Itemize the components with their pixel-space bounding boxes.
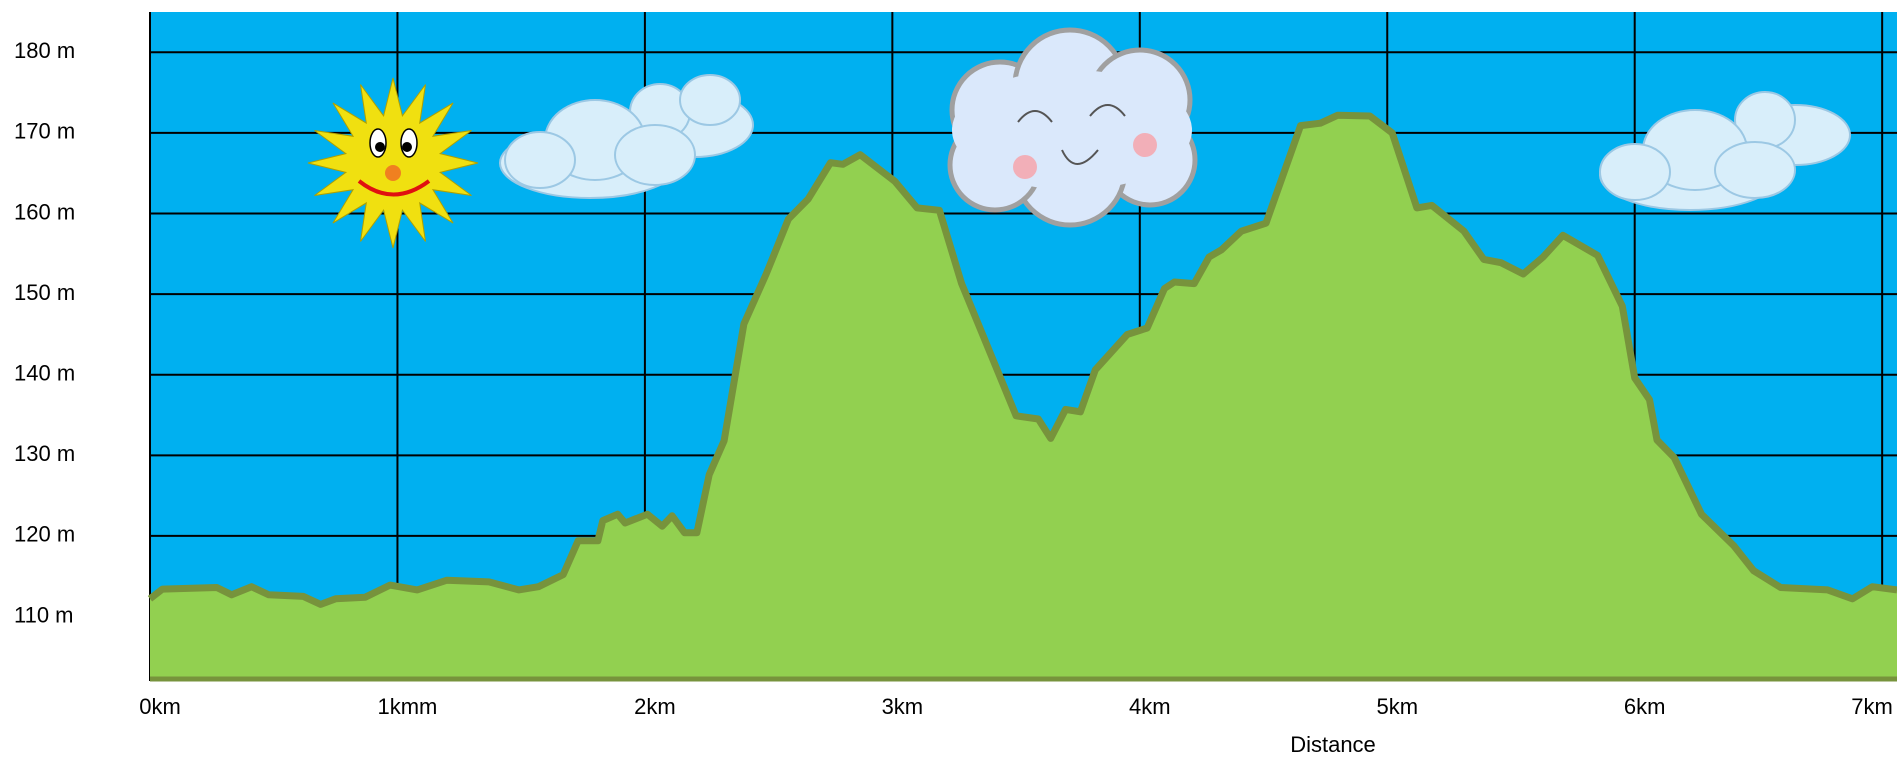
y-tick-label: 120 m xyxy=(14,522,75,547)
x-tick-label: 7km xyxy=(1851,694,1893,719)
y-tick-label: 110 m xyxy=(14,602,74,627)
sun xyxy=(308,78,478,248)
chart: Distance 110 m 120 m 130 m 140 m 150 m 160 m 1… xyxy=(0,0,1897,757)
sun-rays xyxy=(308,78,478,248)
x-tick-label: 4km xyxy=(1129,694,1171,719)
y-tick-label: 130 m xyxy=(14,441,75,466)
cloud-cheek xyxy=(1013,155,1037,179)
x-axis-label: Distance xyxy=(1290,732,1376,757)
cloud-cheek xyxy=(1133,133,1157,157)
x-tick-label: 2km xyxy=(634,694,676,719)
y-tick-label: 170 m xyxy=(14,119,75,144)
sun-nose xyxy=(385,165,401,181)
sun-pupil xyxy=(402,142,412,152)
sun-pupil xyxy=(375,142,385,152)
page: Distance 110 m 120 m 130 m 140 m 150 m 160 m 1… xyxy=(0,0,1897,757)
y-tick-label: 180 m xyxy=(14,38,75,63)
x-tick-label: 6km xyxy=(1624,694,1666,719)
x-tick-label: 5km xyxy=(1376,694,1418,719)
y-tick-label: 140 m xyxy=(14,361,75,386)
x-tick-label: 0km xyxy=(139,694,181,719)
x-tick-label: 1kmm xyxy=(378,694,438,719)
x-tick-label: 3km xyxy=(882,694,924,719)
cloud-body xyxy=(952,70,1192,190)
y-tick-label: 160 m xyxy=(14,199,75,224)
y-tick-label: 150 m xyxy=(14,280,75,305)
